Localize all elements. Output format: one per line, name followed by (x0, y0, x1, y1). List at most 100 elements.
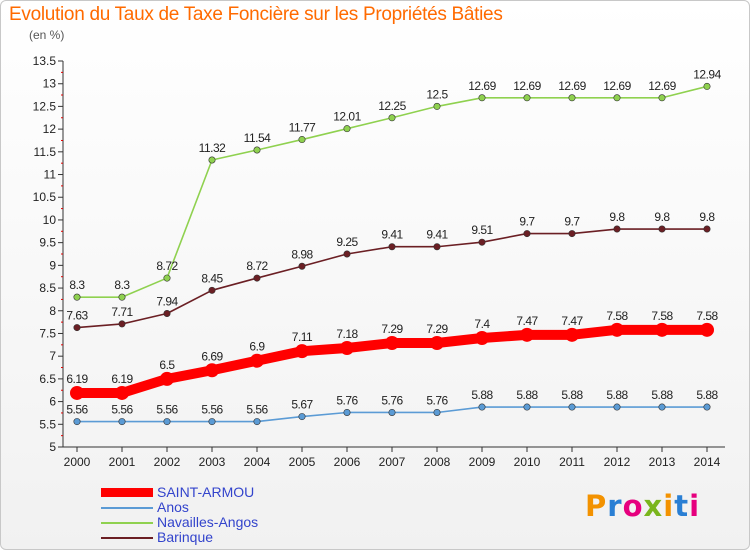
y-tick-label: 8.5 (39, 281, 56, 295)
y-tick-label: 6 (49, 395, 56, 409)
data-label: 6.19 (111, 372, 133, 386)
x-tick-label: 2008 (424, 455, 451, 469)
data-label: 12.94 (693, 67, 721, 81)
data-label: 5.88 (651, 388, 673, 402)
x-tick-label: 2001 (109, 455, 136, 469)
series-point (118, 320, 126, 328)
series-point (658, 225, 666, 233)
data-label: 7.29 (381, 322, 403, 336)
data-label: 12.5 (426, 87, 448, 101)
y-tick-label: 9 (49, 258, 56, 272)
series-point (703, 403, 711, 411)
series-point (523, 403, 531, 411)
data-label: 5.88 (516, 388, 538, 402)
series-point (568, 230, 576, 238)
data-label: 11.32 (199, 141, 226, 155)
y-tick-label: 12.5 (33, 99, 57, 113)
x-tick-label: 2007 (379, 455, 406, 469)
legend-label: Anos (157, 499, 189, 515)
series-point (523, 230, 531, 238)
series-point (115, 385, 129, 400)
data-label: 8.3 (114, 278, 130, 292)
y-tick-label: 11 (44, 168, 57, 182)
y-tick-label: 5.5 (39, 417, 56, 431)
data-label: 9.7 (564, 215, 580, 229)
series-point (433, 102, 441, 110)
data-label: 7.29 (426, 322, 448, 336)
data-label: 12.01 (333, 110, 361, 124)
chart-legend: SAINT-ARMOU Anos Navailles-Angos Barinque (101, 484, 361, 545)
x-tick-label: 2014 (694, 455, 721, 469)
series-point (73, 418, 81, 426)
x-tick-label: 2011 (559, 455, 585, 469)
data-label: 8.3 (69, 278, 85, 292)
data-label: 5.76 (336, 393, 358, 407)
data-label: 7.58 (606, 309, 628, 323)
series-point (340, 341, 354, 356)
series-point (703, 225, 711, 233)
y-tick-label: 11.5 (34, 145, 57, 159)
series-point (298, 136, 306, 144)
chart-title: Evolution du Taux de Taxe Foncière sur l… (9, 4, 503, 25)
legend-swatch (101, 488, 153, 497)
series-point (478, 403, 486, 411)
data-label: 9.25 (336, 235, 358, 249)
data-label: 5.88 (606, 388, 628, 402)
logo-letter: r (607, 489, 623, 523)
x-tick-label: 2002 (154, 455, 181, 469)
data-label: 12.69 (468, 79, 496, 93)
y-tick-label: 10.5 (33, 190, 57, 204)
x-tick-label: 2009 (469, 455, 496, 469)
data-label: 12.69 (648, 79, 676, 93)
data-label: 6.19 (66, 372, 88, 386)
data-label: 9.8 (654, 210, 670, 224)
legend-swatch (101, 522, 153, 524)
data-label: 12.69 (603, 79, 631, 93)
data-label: 7.47 (516, 314, 538, 328)
data-label: 8.45 (201, 271, 223, 285)
x-tick-label: 2013 (649, 455, 676, 469)
x-tick-label: 2003 (199, 455, 226, 469)
y-tick-label: 8 (49, 304, 56, 318)
data-label: 5.56 (201, 403, 223, 417)
series-point (253, 418, 261, 426)
series-points (70, 82, 714, 426)
logo-letter: P (585, 489, 608, 523)
data-label: 5.56 (111, 403, 133, 417)
data-label: 11.54 (244, 131, 271, 145)
data-label: 9.7 (519, 215, 535, 229)
y-tick-label: 10 (43, 213, 57, 227)
logo-letter: t (674, 489, 690, 523)
data-label: 8.72 (246, 259, 268, 273)
axes: 55.566.577.588.599.51010.51111.51212.513… (33, 54, 725, 469)
series-point (250, 353, 264, 368)
series-point (208, 156, 216, 164)
legend-swatch (101, 537, 153, 539)
data-label: 5.67 (291, 398, 313, 412)
data-label: 8.72 (156, 259, 178, 273)
data-label: 11.77 (289, 121, 316, 135)
y-tick-label: 7.5 (39, 326, 56, 340)
chart-unit-label: (en %) (29, 28, 65, 42)
y-tick-label: 7 (49, 349, 56, 363)
data-label: 9.41 (381, 228, 403, 242)
series-point (433, 243, 441, 251)
x-tick-label: 2012 (604, 455, 631, 469)
series-point (385, 336, 399, 351)
series-point (520, 327, 534, 342)
data-label: 12.25 (378, 99, 406, 113)
data-label: 5.56 (66, 403, 88, 417)
data-label: 5.76 (381, 393, 403, 407)
series-point (163, 274, 171, 282)
data-label: 9.8 (609, 210, 625, 224)
series-point (160, 371, 174, 386)
series-point (478, 94, 486, 102)
data-label: 7.58 (696, 309, 718, 323)
data-label: 5.88 (471, 388, 493, 402)
data-label: 7.71 (111, 305, 133, 319)
series-point (655, 322, 669, 337)
series-point (568, 94, 576, 102)
series-point (703, 82, 711, 90)
